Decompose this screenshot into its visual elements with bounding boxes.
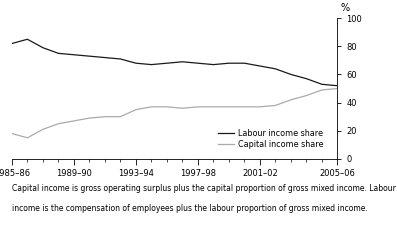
Labour income share [149, 63, 154, 66]
Labour income share [10, 42, 14, 45]
Labour income share [289, 73, 293, 76]
Line: Capital income share: Capital income share [12, 89, 337, 138]
Labour income share [71, 53, 76, 56]
Capital income share [273, 104, 278, 107]
Capital income share [56, 122, 61, 125]
Capital income share [242, 106, 247, 108]
Capital income share [289, 99, 293, 101]
Capital income share [180, 107, 185, 110]
Capital income share [211, 106, 216, 108]
Capital income share [164, 106, 169, 108]
Line: Labour income share: Labour income share [12, 39, 337, 86]
Labour income share [25, 38, 30, 41]
Labour income share [164, 62, 169, 64]
Labour income share [133, 62, 138, 64]
Labour income share [273, 67, 278, 70]
Capital income share [227, 106, 231, 108]
Labour income share [40, 46, 45, 49]
Text: income is the compensation of employees plus the labour proportion of gross mixe: income is the compensation of employees … [12, 204, 368, 213]
Capital income share [133, 108, 138, 111]
Capital income share [304, 94, 309, 97]
Capital income share [71, 120, 76, 122]
Capital income share [10, 132, 14, 135]
Labour income share [242, 62, 247, 64]
Labour income share [196, 62, 200, 64]
Text: Capital income is gross operating surplus plus the capital proportion of gross m: Capital income is gross operating surplu… [12, 184, 396, 193]
Labour income share [227, 62, 231, 64]
Capital income share [335, 87, 340, 90]
Capital income share [149, 106, 154, 108]
Capital income share [25, 136, 30, 139]
Capital income share [196, 106, 200, 108]
Capital income share [87, 117, 92, 119]
Capital income share [118, 115, 123, 118]
Labour income share [304, 77, 309, 80]
Labour income share [320, 83, 324, 86]
Labour income share [335, 84, 340, 87]
Capital income share [102, 115, 107, 118]
Labour income share [118, 58, 123, 60]
Labour income share [102, 56, 107, 59]
Text: %: % [341, 2, 350, 12]
Legend: Labour income share, Capital income share: Labour income share, Capital income shar… [215, 126, 327, 152]
Capital income share [40, 128, 45, 131]
Labour income share [211, 63, 216, 66]
Labour income share [180, 60, 185, 63]
Capital income share [320, 89, 324, 91]
Labour income share [258, 65, 262, 67]
Labour income share [56, 52, 61, 55]
Capital income share [258, 106, 262, 108]
Labour income share [87, 55, 92, 57]
